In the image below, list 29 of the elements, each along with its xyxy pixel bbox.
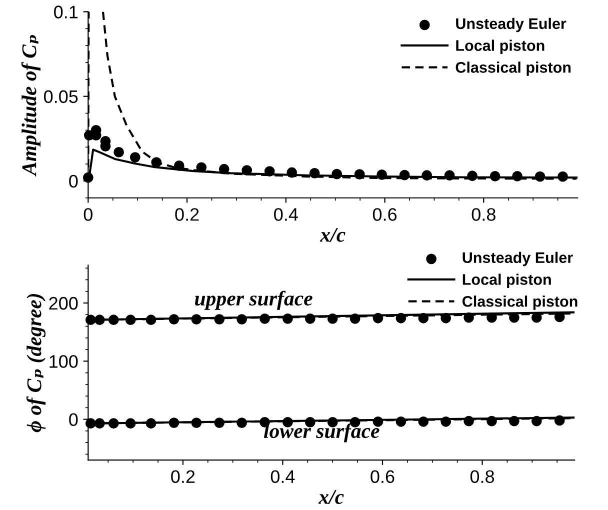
x-tick-label: 0.2 bbox=[171, 470, 195, 484]
x-tick-label: 0.6 bbox=[370, 470, 394, 484]
y-axis-title: Amplitude of Cₚ bbox=[21, 35, 41, 176]
x-axis-title: x/c bbox=[318, 490, 344, 504]
legend-label: Classical piston bbox=[456, 62, 571, 76]
x-tick-label: 0.6 bbox=[372, 208, 397, 221]
y-tick-label: 0 bbox=[69, 174, 78, 188]
legend-label: Local piston bbox=[456, 40, 544, 54]
x-tick-label: 0 bbox=[84, 208, 92, 221]
point bbox=[130, 152, 140, 162]
x-tick-label: 0.8 bbox=[470, 470, 494, 484]
legend-label: Unsteady Euler bbox=[462, 252, 573, 266]
y-tick-label: 100 bbox=[50, 355, 78, 368]
legend-label: Local piston bbox=[462, 274, 551, 288]
legend-label: Classical piston bbox=[462, 296, 578, 310]
legend-label: Unsteady Euler bbox=[456, 18, 566, 32]
y-tick-label: 200 bbox=[49, 296, 78, 310]
x-tick-label: 0.2 bbox=[175, 208, 199, 221]
point bbox=[114, 146, 124, 158]
y-tick-label: 0.05 bbox=[44, 90, 78, 104]
x-tick-label: 0.4 bbox=[274, 208, 298, 221]
annotation: lower surface bbox=[264, 423, 380, 442]
x-axis-title: x/c bbox=[320, 228, 346, 242]
y-axis-title: ϕ of Cₚ (degree) bbox=[26, 294, 46, 432]
y-tick-label: 0.1 bbox=[54, 6, 78, 18]
x-tick-label: 0.4 bbox=[270, 470, 295, 484]
x-tick-label: 0.8 bbox=[472, 208, 496, 221]
annotation: upper surface bbox=[194, 290, 312, 310]
y-tick-label: 0 bbox=[69, 413, 78, 426]
